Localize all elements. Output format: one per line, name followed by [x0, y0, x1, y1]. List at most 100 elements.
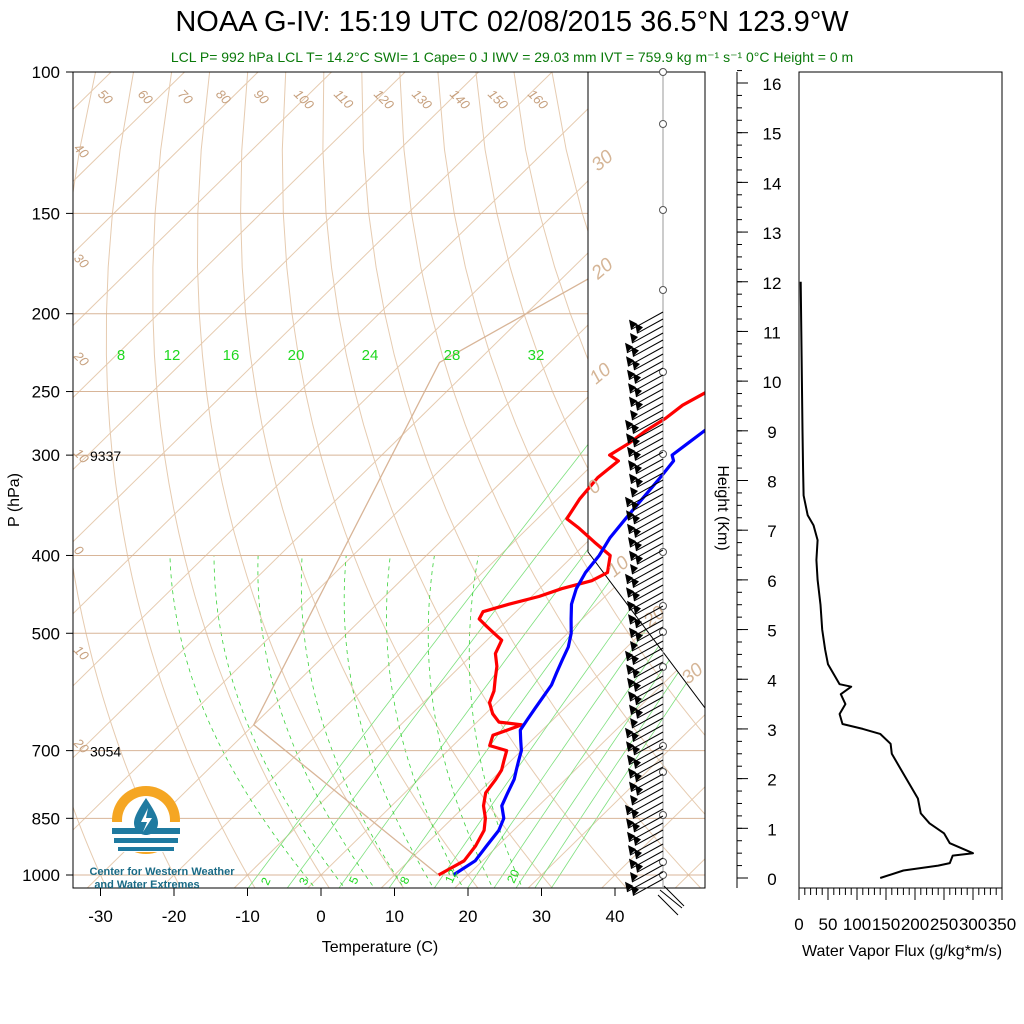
- wind-barb-staff: [635, 535, 664, 552]
- moist-adiabat-line: [300, 555, 405, 888]
- wind-barb-flag: [626, 510, 634, 521]
- wind-barb-flag: [625, 496, 633, 507]
- flux-x-tick-label: 100: [843, 915, 871, 934]
- y-tick-label: 150: [32, 204, 60, 223]
- wind-barb-flag: [628, 691, 636, 702]
- wind-barb-flag: [626, 664, 634, 675]
- wind-barb-flag: [631, 808, 639, 819]
- wind-barb-flag: [630, 564, 638, 575]
- flux-y-tick-label: 12: [763, 274, 782, 293]
- wind-barb-flag: [635, 708, 643, 719]
- wind-barb-flag: [628, 614, 636, 625]
- mixing-ratio-line: [467, 545, 705, 888]
- wind-barb-staff: [632, 647, 664, 665]
- dry-adiabat-line: [399, 72, 705, 816]
- x-tick-label: -10: [235, 907, 260, 926]
- flux-x-tick-label: 0: [794, 915, 803, 934]
- wind-barb-staff: [636, 857, 664, 873]
- flux-y-tick-label: 14: [763, 174, 782, 193]
- x-tick-label: 40: [606, 907, 625, 926]
- wind-barb-flag: [635, 862, 643, 873]
- flux-x-tick-label: 300: [959, 915, 987, 934]
- y-tick-label: 1000: [22, 866, 60, 885]
- mixing-ratio-line: [550, 654, 705, 888]
- temperature-profile-line: [437, 391, 705, 877]
- isotherm-label: 20: [70, 348, 92, 370]
- wind-barb-flag: [629, 781, 637, 792]
- skewt-y-label: P (hPa): [6, 473, 23, 527]
- wind-barb-flag: [632, 359, 640, 370]
- wind-barb-flag: [628, 537, 636, 548]
- flux-x-tick-label: 350: [988, 915, 1016, 934]
- wind-barb-flag: [634, 540, 642, 551]
- isotherm-label: 120: [371, 86, 397, 112]
- isotherm-line: [73, 72, 332, 327]
- wind-barb-flag: [629, 396, 637, 407]
- wind-barb-flag: [630, 487, 638, 498]
- calm-wind-circle: [659, 628, 667, 636]
- flux-y-tick-label: 9: [767, 423, 776, 442]
- x-tick-label: -30: [88, 907, 113, 926]
- wind-barb-staff: [632, 801, 664, 819]
- flux-y-label: Height (Km): [714, 465, 731, 550]
- logo-bolt-icon: [141, 808, 152, 832]
- wind-barb-staff: [635, 766, 664, 783]
- mixing-ratio-label: 28: [444, 347, 461, 364]
- wind-barb-flag: [628, 383, 636, 394]
- wind-barbs: [625, 68, 685, 916]
- dry-adiabat-line: [742, 72, 1024, 892]
- flux-x-tick-label: 50: [819, 915, 838, 934]
- dry-adiabat-line: [105, 72, 256, 888]
- wind-barb-flag: [629, 704, 637, 715]
- isotherm-line: [86, 281, 705, 888]
- wind-barb-flag: [630, 718, 638, 729]
- wind-barb-flag: [632, 436, 640, 447]
- wind-barb-staff: [631, 402, 664, 421]
- isotherm-label: 90: [251, 86, 272, 107]
- wind-barb-flag: [627, 754, 635, 765]
- cw3e-logo: Center for Western Weather and Water Ext…: [89, 786, 235, 891]
- isotherm-line: [527, 714, 705, 888]
- x-tick-label: 30: [532, 907, 551, 926]
- moist-adiabat-line: [427, 555, 494, 888]
- wind-barb-flag: [635, 477, 643, 488]
- moist-adiabat-line: [213, 555, 346, 888]
- wind-barb-flag: [632, 590, 640, 601]
- wind-barb-flag: [632, 513, 640, 524]
- wind-barb-staff: [636, 318, 664, 334]
- y-tick-label: 850: [32, 809, 60, 828]
- isotherm-line: [454, 641, 705, 888]
- wind-barb-staff: [633, 661, 664, 679]
- dry-adiabat-line: [73, 805, 107, 888]
- wind-barb-staff: [631, 633, 664, 652]
- wind-barb-staff: [635, 689, 664, 706]
- wind-barb-staff: [634, 444, 664, 461]
- flux-y-tick-label: 10: [763, 373, 782, 392]
- mixing-ratio-low-label: 3: [296, 875, 312, 887]
- wind-barb-flag: [633, 450, 641, 461]
- wind-barb-flag: [626, 818, 634, 829]
- wind-barb-staff: [631, 479, 664, 498]
- flux-y-tick-label: 4: [767, 671, 776, 690]
- wind-barb-flag: [625, 650, 633, 661]
- wind-barb-staff: [631, 325, 664, 344]
- wind-barb-staff: [636, 780, 664, 796]
- wind-barb-flag: [628, 768, 636, 779]
- mixing-ratio-label: 16: [223, 347, 240, 364]
- isotherm-label: 30: [71, 250, 92, 271]
- wind-barb-flag: [628, 845, 636, 856]
- wind-barb-flag: [631, 346, 639, 357]
- isotherm-line: [73, 72, 626, 615]
- skewt-x-label: Temperature (C): [322, 939, 438, 956]
- flux-x-tick-label: 250: [930, 915, 958, 934]
- dry-adiabat-line: [240, 72, 479, 888]
- mixing-ratio-line: [534, 632, 705, 888]
- wind-barb-flag: [631, 885, 639, 896]
- wind-barb-flag: [627, 831, 635, 842]
- flux-y-tick-label: 8: [767, 473, 776, 492]
- calm-wind-circle: [659, 548, 667, 556]
- dry-adiabat-line: [818, 72, 1024, 892]
- flux-y-tick-label: 1: [767, 820, 776, 839]
- wind-barb-flag: [625, 881, 633, 892]
